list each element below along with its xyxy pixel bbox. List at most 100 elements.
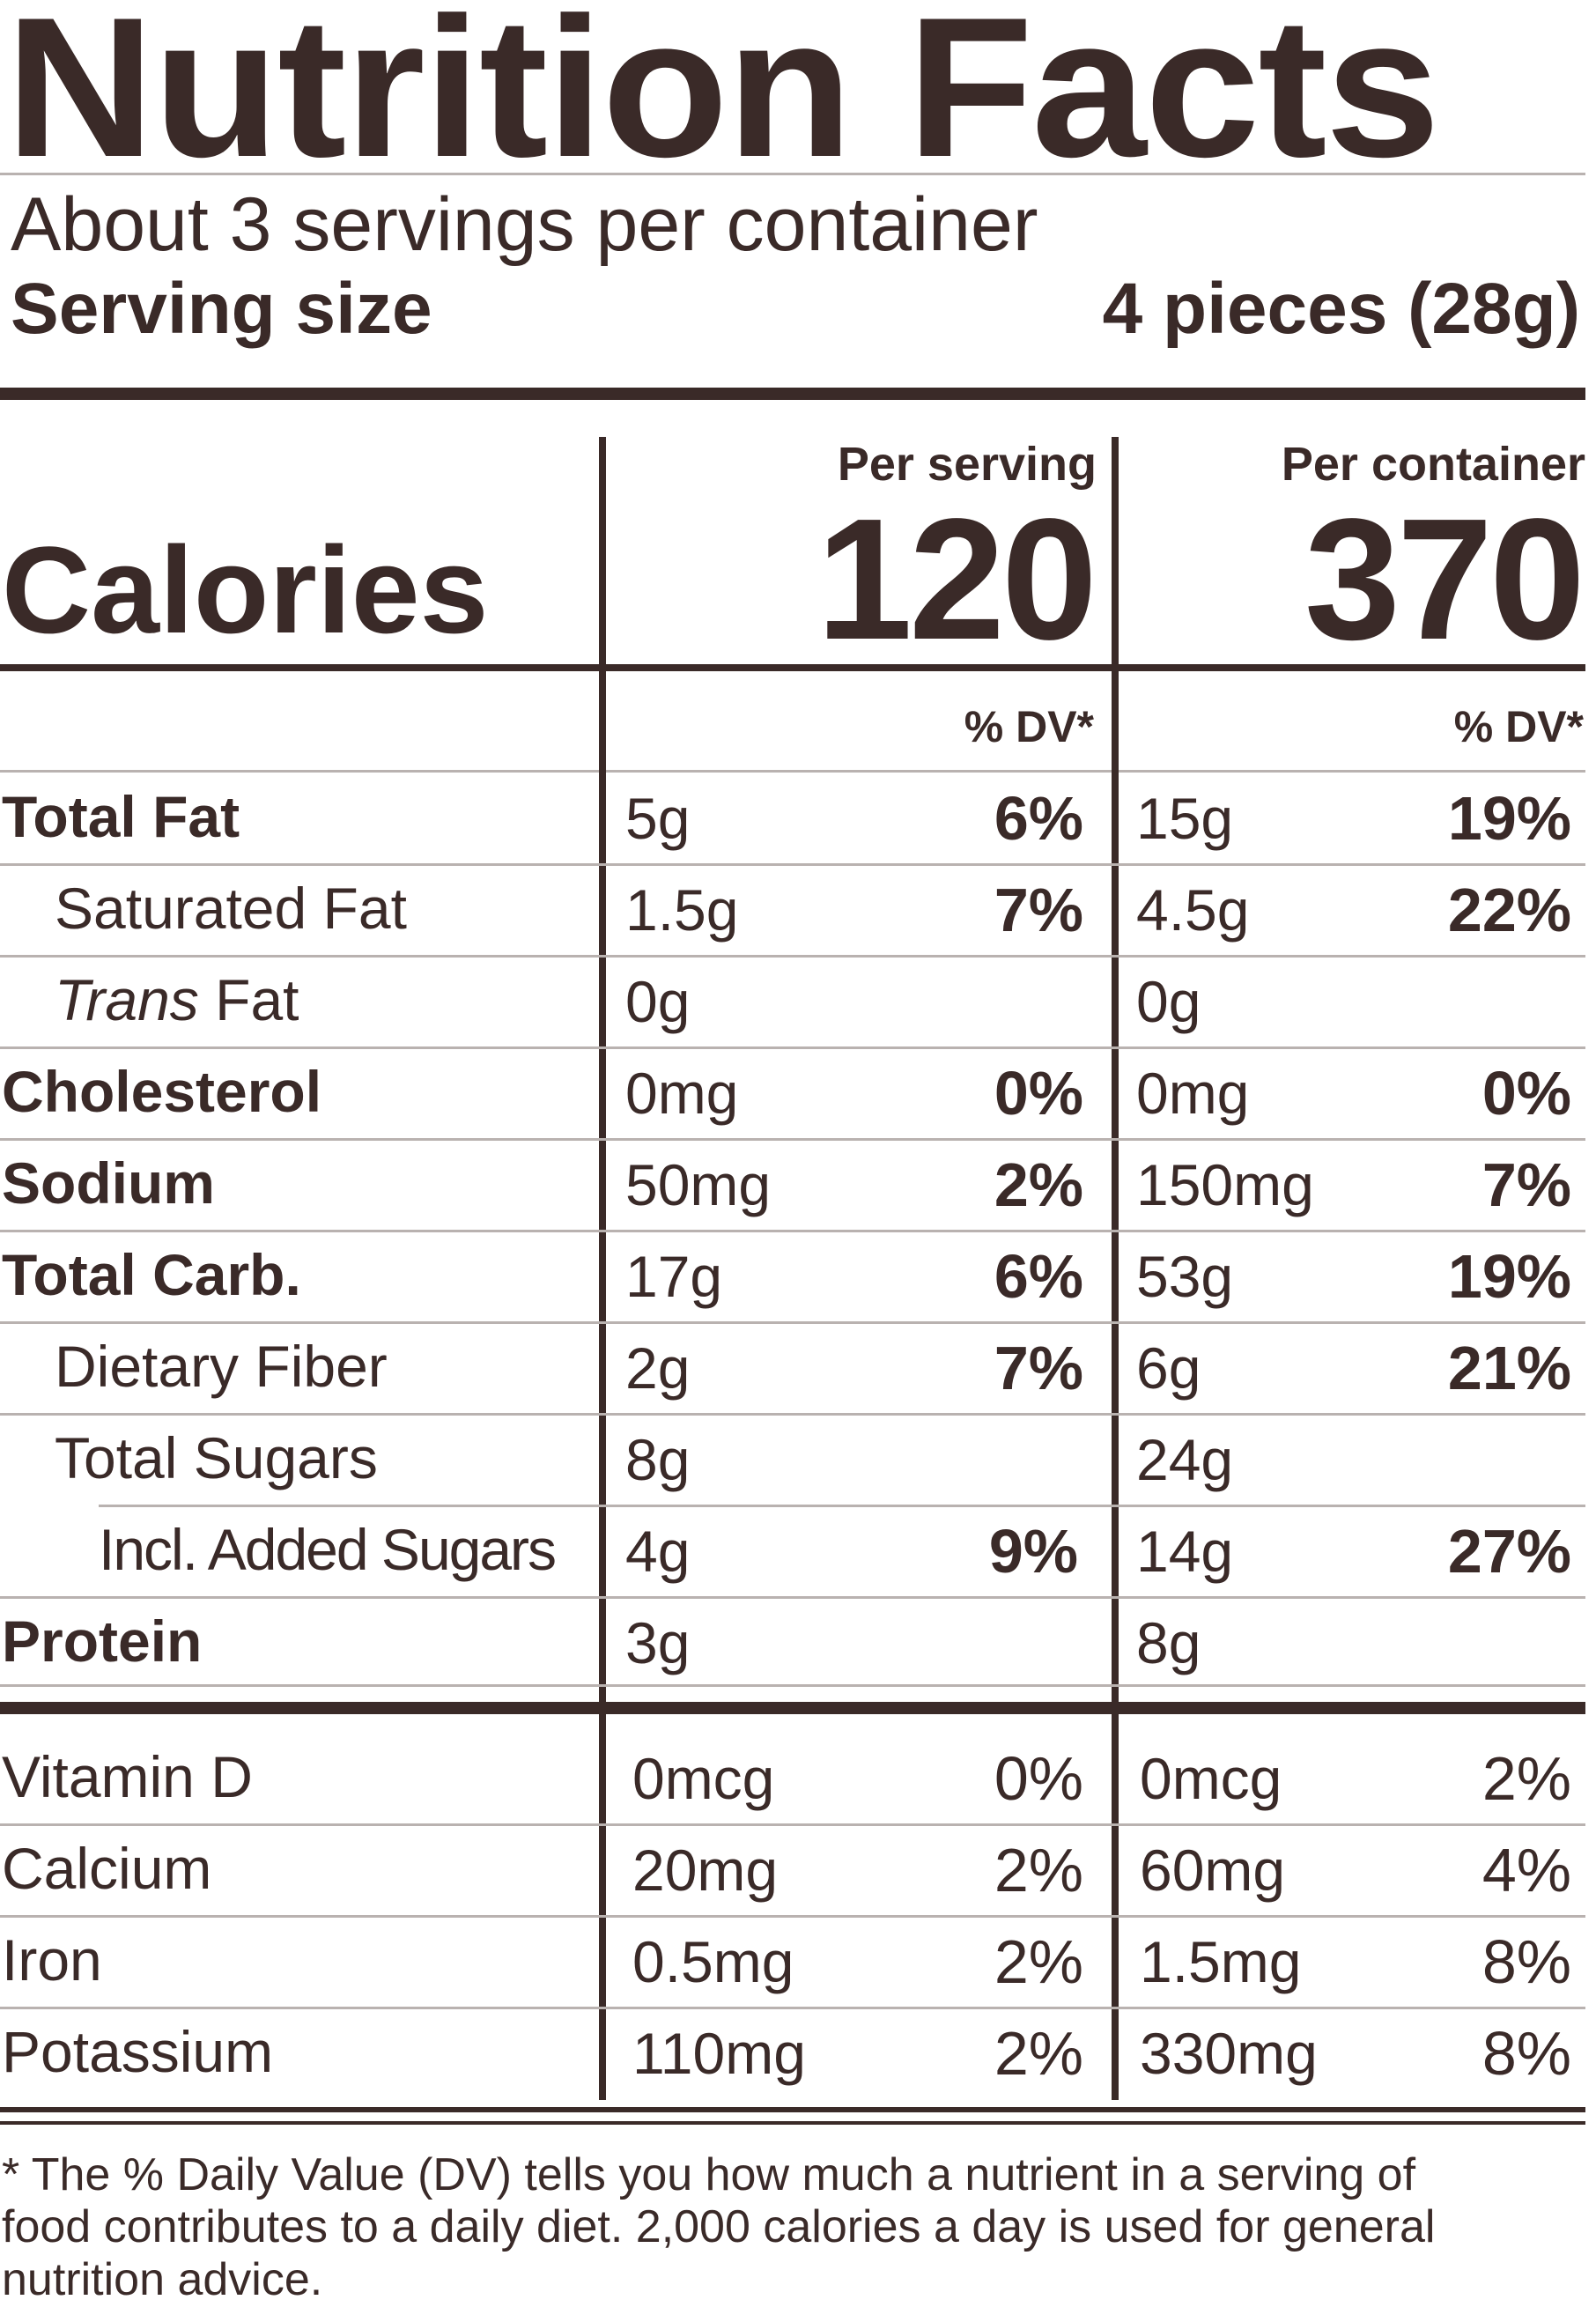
serving-amount: 3g xyxy=(625,1610,691,1675)
nutrient-name: Total Sugars xyxy=(55,1425,378,1490)
calories-per-container: 370 xyxy=(1304,483,1585,676)
serving-dv: 2% xyxy=(994,1836,1083,1904)
serving-dv: 0% xyxy=(994,1059,1083,1128)
per-container-header: Per container xyxy=(1281,438,1585,491)
nutrient-row: Trans Fat 0g 0g xyxy=(0,957,1585,1048)
container-amount: 6g xyxy=(1136,1335,1201,1401)
serving-dv: 2% xyxy=(994,2019,1083,2088)
serving-amount: 0g xyxy=(625,969,691,1034)
trans-italic: Trans xyxy=(55,967,199,1032)
bottom-rule-thin xyxy=(0,2121,1585,2125)
calories-label: Calories xyxy=(2,521,489,659)
serving-dv: 7% xyxy=(994,876,1083,944)
row-divider xyxy=(99,1505,1585,1507)
nutrient-name: Total Carb. xyxy=(2,1242,301,1307)
trans-rest: Fat xyxy=(198,967,299,1032)
dv-divider xyxy=(0,770,1585,773)
nutrient-row: Incl. Added Sugars 4g 9% 14g 27% xyxy=(0,1506,1585,1598)
servings-per-container: About 3 servings per container xyxy=(11,182,1038,267)
serving-amount: 20mg xyxy=(632,1838,779,1903)
container-dv: 19% xyxy=(1447,784,1571,853)
bottom-rule xyxy=(0,2107,1585,2112)
micronutrient-name: Iron xyxy=(2,1927,102,1993)
container-amount: 1.5mg xyxy=(1140,1929,1302,1994)
container-dv: 7% xyxy=(1481,1150,1571,1219)
container-dv: 21% xyxy=(1447,1334,1571,1402)
container-dv: 4% xyxy=(1481,1836,1571,1904)
micronutrient-row: Calcium 20mg 2% 60mg 4% xyxy=(0,1825,1585,1917)
row-divider xyxy=(0,1684,1585,1687)
container-amount: 0mg xyxy=(1136,1061,1250,1126)
row-divider xyxy=(0,863,1585,866)
dv-header-serving: % DV* xyxy=(964,702,1094,751)
serving-amount: 8g xyxy=(625,1427,691,1492)
serving-amount: 0.5mg xyxy=(632,1929,794,1994)
nutrient-name: Total Fat xyxy=(2,784,240,849)
container-dv: 8% xyxy=(1481,1927,1571,1996)
serving-amount: 17g xyxy=(625,1244,723,1309)
serving-amount: 0mg xyxy=(625,1061,739,1126)
serving-dv: 0% xyxy=(994,1744,1083,1813)
container-dv: 22% xyxy=(1447,876,1571,944)
container-dv: 0% xyxy=(1481,1059,1571,1128)
container-amount: 8g xyxy=(1136,1610,1201,1675)
micronutrient-row: Vitamin D 0mcg 0% 0mcg 2% xyxy=(0,1734,1585,1825)
container-amount: 15g xyxy=(1136,786,1234,851)
nutrient-row: Cholesterol 0mg 0% 0mg 0% xyxy=(0,1048,1585,1140)
serving-size-value: 4 pieces (28g) xyxy=(1102,269,1580,349)
serving-size-label: Serving size xyxy=(11,269,432,349)
serving-amount: 0mcg xyxy=(632,1746,775,1811)
micronutrient-divider xyxy=(0,1702,1585,1714)
container-amount: 0mcg xyxy=(1140,1746,1282,1811)
container-amount: 60mg xyxy=(1140,1838,1286,1903)
container-amount: 150mg xyxy=(1136,1152,1314,1217)
container-amount: 330mg xyxy=(1140,2021,1318,2086)
serving-amount: 50mg xyxy=(625,1152,772,1217)
micronutrient-name: Calcium xyxy=(2,1836,212,1901)
calories-divider xyxy=(0,664,1585,671)
micronutrient-name: Potassium xyxy=(2,2019,274,2084)
container-dv: 27% xyxy=(1447,1517,1571,1586)
nutrient-name: Protein xyxy=(2,1608,203,1674)
serving-dv: 9% xyxy=(988,1517,1078,1586)
container-amount: 24g xyxy=(1136,1427,1234,1492)
container-dv: 8% xyxy=(1481,2019,1571,2088)
nutrient-row: Sodium 50mg 2% 150mg 7% xyxy=(0,1140,1585,1231)
serving-divider xyxy=(0,388,1585,400)
nutrient-name: Cholesterol xyxy=(2,1059,322,1124)
nutrient-row: Total Sugars 8g 24g xyxy=(0,1415,1585,1506)
nutrient-name: Trans Fat xyxy=(55,971,299,1029)
container-amount: 0g xyxy=(1136,969,1201,1034)
dv-header-container: % DV* xyxy=(1453,702,1584,751)
nutrient-row: Total Carb. 17g 6% 53g 19% xyxy=(0,1231,1585,1323)
micronutrient-name: Vitamin D xyxy=(2,1744,253,1809)
serving-dv: 6% xyxy=(994,784,1083,853)
row-divider xyxy=(0,1915,1585,1918)
container-dv: 2% xyxy=(1481,1744,1571,1813)
container-amount: 4.5g xyxy=(1136,877,1250,943)
serving-amount: 5g xyxy=(625,786,691,851)
dv-footnote: * The % Daily Value (DV) tells you how m… xyxy=(2,2149,1436,2305)
row-divider xyxy=(0,1823,1585,1826)
micronutrient-row: Iron 0.5mg 2% 1.5mg 8% xyxy=(0,1917,1585,2008)
row-divider xyxy=(0,1138,1585,1141)
nutrient-row: Protein 3g 8g xyxy=(0,1598,1585,1690)
nutrient-row: Total Fat 5g 6% 15g 19% xyxy=(0,773,1585,865)
serving-amount: 2g xyxy=(625,1335,691,1401)
nutrient-name: Saturated Fat xyxy=(55,876,407,941)
nutrient-name: Sodium xyxy=(2,1150,215,1216)
row-divider xyxy=(0,1230,1585,1232)
serving-dv: 2% xyxy=(994,1927,1083,1996)
serving-amount: 1.5g xyxy=(625,877,739,943)
serving-dv: 7% xyxy=(994,1334,1083,1402)
row-divider xyxy=(0,1321,1585,1324)
serving-amount: 110mg xyxy=(632,2021,806,2086)
label-title: Nutrition Facts xyxy=(5,0,1440,198)
row-divider xyxy=(0,955,1585,958)
column-rule-serving xyxy=(599,437,606,2100)
micronutrient-row: Potassium 110mg 2% 330mg 8% xyxy=(0,2008,1585,2100)
column-rule-container xyxy=(1112,437,1119,2100)
row-divider xyxy=(0,1413,1585,1416)
container-amount: 14g xyxy=(1136,1519,1234,1584)
row-divider xyxy=(0,1596,1585,1599)
